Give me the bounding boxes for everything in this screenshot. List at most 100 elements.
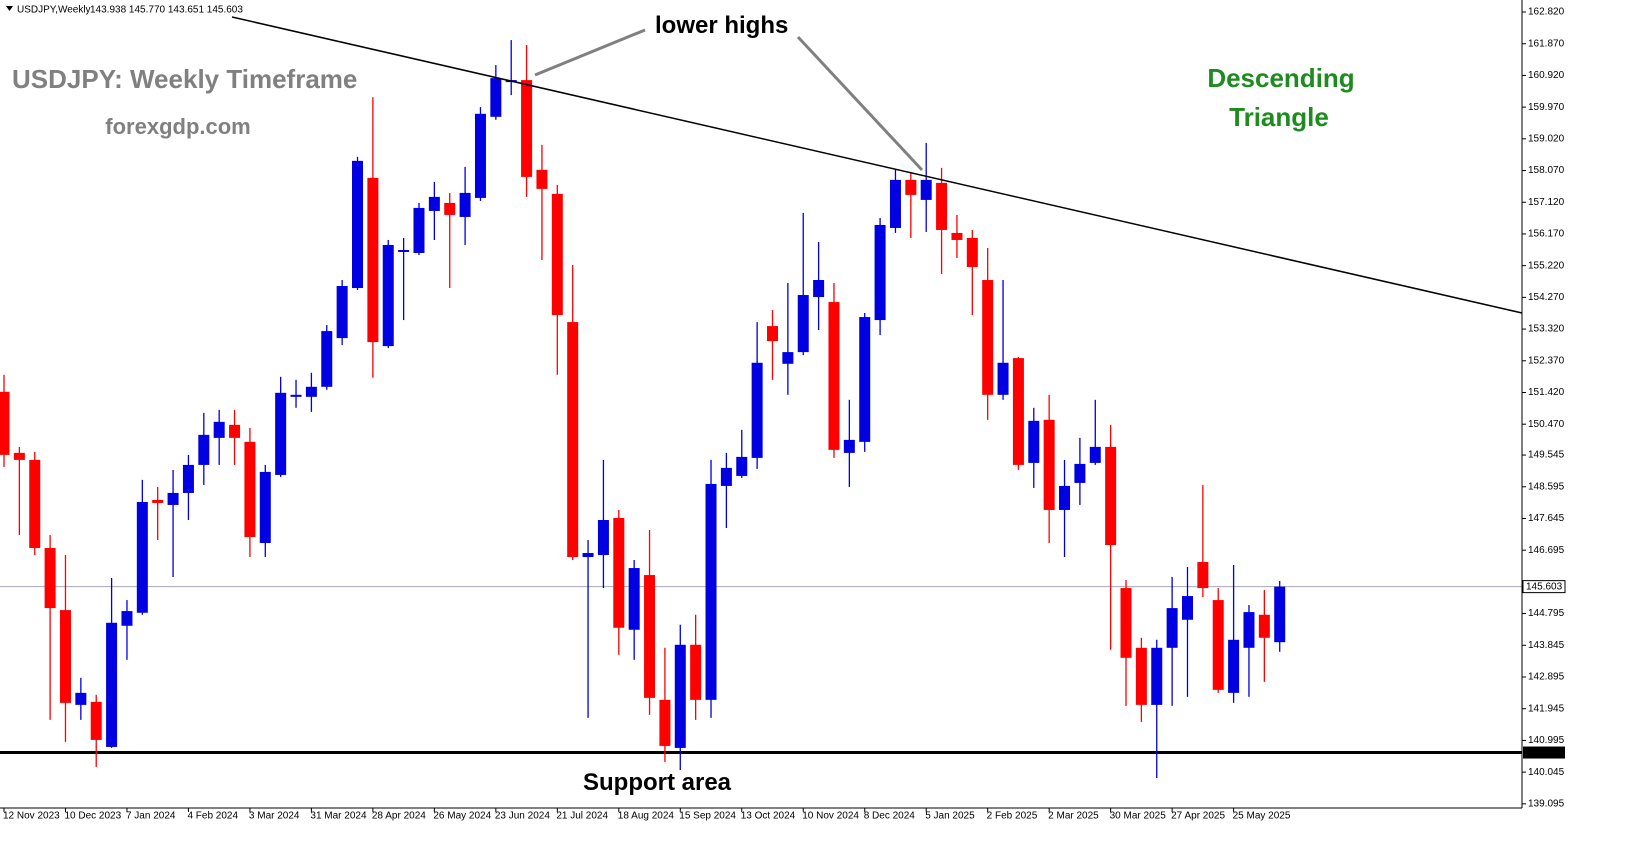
last-price-box [1522,580,1566,594]
x-tick-label: 7 Jan 2024 [126,811,176,822]
x-tick-label: 5 Jan 2025 [925,811,975,822]
arrow [534,28,646,77]
candle-body [1074,463,1086,483]
y-tick-label: 150.470 [1528,419,1565,430]
candle-body [1105,446,1117,546]
candle-body [720,467,732,486]
candle-body [521,80,533,177]
x-tick-label: 13 Oct 2024 [741,811,796,822]
x-tick-label: 26 May 2024 [433,811,491,822]
candle-body [336,286,348,339]
annotation-pattern: Descending [1207,63,1354,93]
candle-body [597,519,609,556]
candle-body [828,302,840,450]
candle-body [1243,612,1255,648]
last-price-label: 145.603 [1526,581,1563,592]
y-tick-label: 143.845 [1528,640,1565,651]
arrow [796,35,924,172]
x-tick-label: 31 Mar 2024 [310,811,367,822]
x-tick-label: 2 Mar 2025 [1048,811,1099,822]
candle-body [444,202,456,215]
candle-body [936,182,948,230]
support-label: 140.632 [1526,747,1563,758]
candle-body [705,483,717,700]
candle-body [182,464,194,493]
candle-body [213,421,225,438]
y-tick-label: 144.795 [1528,608,1565,619]
candle-body [305,386,317,397]
candle-body [644,575,656,698]
y-tick-label: 139.095 [1528,798,1565,809]
y-tick-label: 148.595 [1528,481,1565,492]
candle-body [29,459,41,549]
candle-body [751,362,763,458]
candle-body [1043,419,1055,510]
x-tick-label: 21 Jul 2024 [556,811,608,822]
candle-body [690,644,702,700]
candle-body [90,701,102,740]
candle-body [121,611,133,626]
candle-body [1166,608,1178,648]
candle-body [582,553,594,558]
candle-body [536,169,548,189]
candle-body [951,232,963,240]
y-tick-label: 142.895 [1528,672,1565,683]
trend-line [231,16,1523,314]
x-tick-label: 2 Feb 2025 [987,811,1038,822]
y-tick-label: 151.420 [1528,387,1565,398]
candle-body [659,699,671,746]
x-tick-label: 18 Aug 2024 [618,811,675,822]
y-tick-label: 146.695 [1528,545,1565,556]
y-tick-label: 160.920 [1528,70,1565,81]
candle-body [1258,614,1270,638]
candle-body [259,471,271,544]
candle-body [1212,600,1224,690]
annotation-title: USDJPY: Weekly Timeframe [12,64,357,94]
x-tick-label: 3 Mar 2024 [249,811,300,822]
x-tick-label: 8 Dec 2024 [864,811,916,822]
candle-body [782,352,794,364]
y-tick-label: 159.020 [1528,133,1565,144]
y-tick-label: 155.220 [1528,260,1565,271]
candle-body [367,177,379,343]
candle-body [167,492,179,505]
y-tick-label: 154.270 [1528,292,1565,303]
candle-body [428,196,440,211]
ohlc-info: 143.938 145.770 143.651 145.603 [90,5,243,16]
candle-body [982,280,994,395]
candle-body [843,439,855,453]
candle-body [1274,586,1286,643]
annotation-pattern: Triangle [1229,102,1329,132]
support-box [1523,746,1565,759]
candle-body [152,499,164,503]
annotation-support: Support area [583,769,732,796]
candle-body [767,326,778,342]
candle-body [490,78,502,117]
y-tick-label: 140.995 [1528,735,1565,746]
candle-body [1151,647,1163,705]
candle-body [1089,446,1101,463]
candle-body [997,362,1009,395]
x-tick-label: 4 Feb 2024 [187,811,238,822]
x-tick-label: 10 Dec 2023 [64,811,121,822]
candle-body [136,501,148,613]
candle-body [859,317,871,442]
candle-body [613,517,625,628]
candle-body [244,441,256,537]
candle-body [813,280,825,298]
y-tick-label: 159.970 [1528,102,1565,113]
candle-body [567,322,579,558]
annotation-site: forexgdp.com [105,114,250,139]
y-tick-label: 140.045 [1528,767,1565,778]
candle-body [1012,358,1024,465]
candle-body [413,207,425,253]
candle-body [1135,647,1147,705]
icon [6,6,13,11]
candle-body [1228,639,1240,693]
candle-body [459,192,471,217]
candle-body [290,394,302,397]
y-tick-label: 141.945 [1528,703,1565,714]
candle-body [0,391,10,455]
